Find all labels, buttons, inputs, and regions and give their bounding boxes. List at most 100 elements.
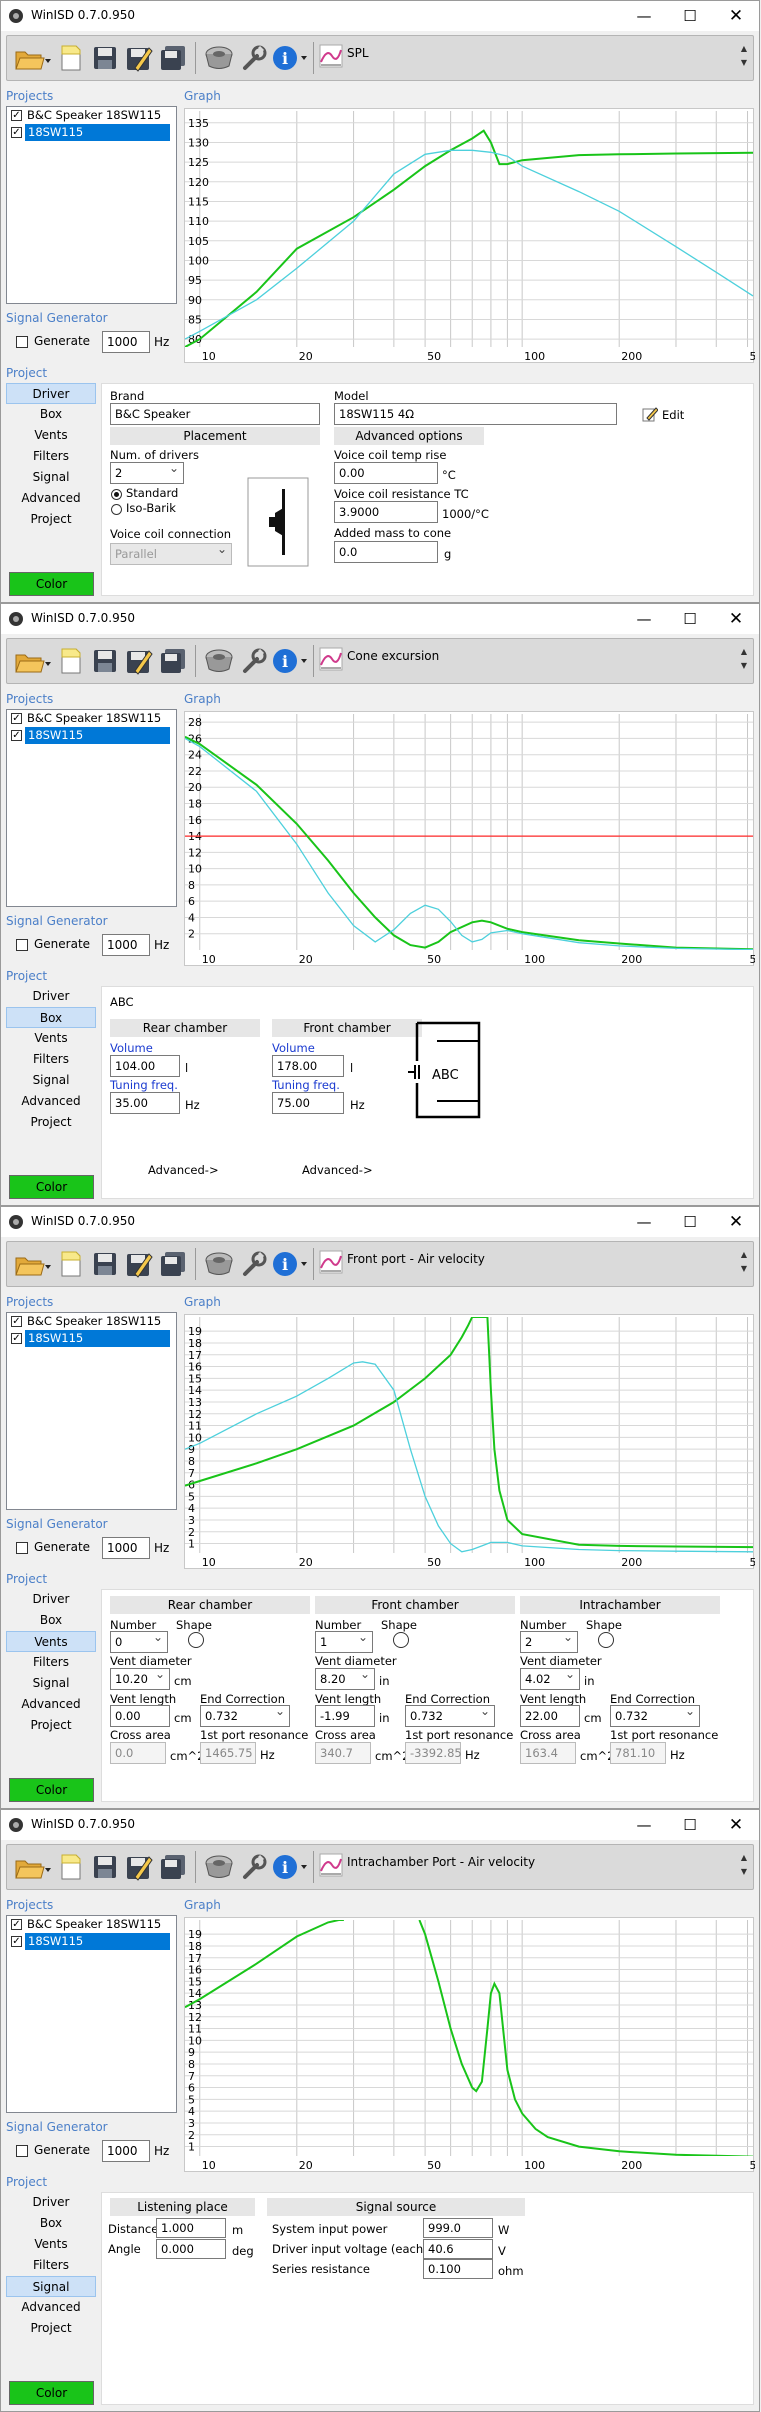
front-tuning-field[interactable]: 75.00 [272,1092,344,1114]
nav-item-signal[interactable]: Signal [6,2276,96,2297]
open-project-button[interactable] [13,645,53,677]
info-button[interactable]: i [271,1851,311,1883]
project-checkbox[interactable]: ✓ [11,127,22,138]
nav-item-filters[interactable]: Filters [33,1655,69,1669]
vent-length-field[interactable]: 22.00 [520,1705,580,1727]
graph-selector-arrows[interactable]: ▲ ▼ [740,44,747,67]
list-item[interactable]: ✓B&C Speaker 18SW115 4Ω [11,1917,162,1948]
graph-type-select[interactable]: Front port - Air velocity [347,1252,485,1266]
save-all-button[interactable] [157,1248,189,1280]
graph-selector-arrows[interactable]: ▲ ▼ [740,1250,747,1273]
end-correction-select[interactable]: 0.732 [610,1704,700,1727]
project-checkbox[interactable]: ✓ [11,110,22,121]
nav-item-driver[interactable]: Driver [6,383,96,404]
nav-item-advanced[interactable]: Advanced [21,491,81,505]
nav-item-driver[interactable]: Driver [32,2195,70,2209]
nav-item-filters[interactable]: Filters [33,2258,69,2272]
project-checkbox[interactable]: ✓ [11,713,22,724]
graph-selector-arrows[interactable]: ▲ ▼ [740,1853,747,1876]
maximize-button[interactable]: ☐ [683,610,697,628]
open-project-button[interactable] [13,1851,53,1883]
nav-item-advanced[interactable]: Advanced [21,1697,81,1711]
tools-button[interactable] [237,42,269,74]
info-button[interactable]: i [271,645,311,677]
rear-volume-field[interactable]: 104.00 [110,1055,180,1077]
list-item[interactable]: ✓B&C Speaker 18SW115 4Ω [11,108,162,139]
minimize-button[interactable]: — [636,610,652,628]
round-shape-icon[interactable] [393,1632,409,1648]
color-button[interactable]: Color [9,1778,94,1802]
nav-item-signal[interactable]: Signal [32,470,70,484]
isobarik-radio[interactable] [111,504,122,515]
front-advanced-link[interactable]: Advanced-> [302,1163,373,1177]
nav-item-vents[interactable]: Vents [34,1031,68,1045]
edit-label[interactable]: Edit [662,408,685,422]
rear-tuning-field[interactable]: 35.00 [110,1092,180,1114]
graph-area[interactable]: 80 85 90 95 100 105 110 115 120 125 130 135 10 20 50 10… [184,108,755,363]
nav-item-box[interactable]: Box [39,2216,63,2230]
close-button[interactable]: ✕ [728,609,744,629]
vent-number-select[interactable]: 0 [110,1630,168,1653]
project-list[interactable]: ✓B&C Speaker 18SW115 4Ω ✓18SW115 [6,709,177,907]
resistance-tc-field[interactable]: 3.9000 [334,501,438,523]
title-bar[interactable]: WinISD 0.7.0.950 — ☐ ✕ [1,604,759,634]
vent-length-field[interactable]: -1.99 [315,1705,375,1727]
close-button[interactable]: ✕ [728,6,744,26]
graph-area[interactable]: 1 2 3 4 5 6 7 8 9 10 11 12 13 14 15 16 17 18 19 10 20 50 100 20… [184,1917,755,2172]
list-item[interactable]: ✓ 18SW115 [7,1330,176,1347]
round-shape-icon[interactable] [188,1632,204,1648]
brand-field[interactable]: B&C Speaker [110,403,320,425]
graph-area[interactable]: 1 2 3 4 5 6 7 8 9 10 11 12 13 14 15 16 17 18 19 10 20 50 100 20… [184,1314,755,1569]
maximize-button[interactable]: ☐ [683,1213,697,1231]
vent-length-field[interactable]: 0.00 [110,1705,170,1727]
save-as-button[interactable] [123,645,155,677]
color-button[interactable]: Color [9,2381,94,2405]
vent-number-select[interactable]: 1 [315,1630,373,1653]
open-project-button[interactable] [13,1248,53,1280]
end-correction-select[interactable]: 0.732 [200,1704,290,1727]
nav-item-filters[interactable]: Filters [33,449,69,463]
graph-area[interactable]: 246810121416182022242628102050100200500 [184,711,755,966]
minimize-button[interactable]: — [636,1213,652,1231]
front-volume-field[interactable]: 178.00 [272,1055,344,1077]
new-project-button[interactable] [55,42,87,74]
project-checkbox[interactable]: ✓ [11,730,22,741]
tools-button[interactable] [237,1851,269,1883]
save-as-button[interactable] [123,42,155,74]
nav-item-signal[interactable]: Signal [32,1073,70,1087]
vent-number-select[interactable]: 2 [520,1630,578,1653]
driver-voltage-field[interactable]: 40.6 [423,2239,493,2259]
driver-editor-button[interactable] [203,645,235,677]
graph-type-select[interactable]: Intrachamber Port - Air velocity [347,1855,536,1869]
project-checkbox[interactable]: ✓ [11,1919,22,1930]
temp-rise-field[interactable]: 0.00 [334,462,438,484]
graph-selector-arrows[interactable]: ▲ ▼ [740,647,747,670]
tools-button[interactable] [237,1248,269,1280]
close-button[interactable]: ✕ [728,1212,744,1232]
nav-item-advanced[interactable]: Advanced [21,2300,81,2314]
maximize-button[interactable]: ☐ [683,7,697,25]
minimize-button[interactable]: — [636,1816,652,1834]
nav-item-box[interactable]: Box [39,407,63,421]
nav-item-project[interactable]: Project [30,512,72,526]
system-power-field[interactable]: 999.0 [423,2218,493,2238]
angle-field[interactable]: 0.000 [156,2239,226,2259]
save-all-button[interactable] [157,42,189,74]
close-button[interactable]: ✕ [728,1815,744,1835]
graph-type-select[interactable]: SPL [347,46,369,60]
driver-editor-button[interactable] [203,1248,235,1280]
color-button[interactable]: Color [9,1175,94,1199]
nav-item-driver[interactable]: Driver [32,1592,70,1606]
series-resistance-field[interactable]: 0.100 [423,2259,493,2279]
title-bar[interactable]: WinISD 0.7.0.950 — ☐ ✕ [1,1810,759,1840]
generate-checkbox[interactable] [16,2145,28,2157]
save-as-button[interactable] [123,1248,155,1280]
nav-item-driver[interactable]: Driver [32,989,70,1003]
generate-checkbox[interactable] [16,336,28,348]
nav-item-project[interactable]: Project [30,1115,72,1129]
nav-item-signal[interactable]: Signal [32,1676,70,1690]
rear-advanced-link[interactable]: Advanced-> [148,1163,219,1177]
project-list[interactable]: ✓B&C Speaker 18SW115 4Ω ✓18SW115 [6,1915,177,2113]
vent-diameter-select[interactable]: 4.02 [520,1667,580,1690]
nav-item-vents[interactable]: Vents [34,428,68,442]
